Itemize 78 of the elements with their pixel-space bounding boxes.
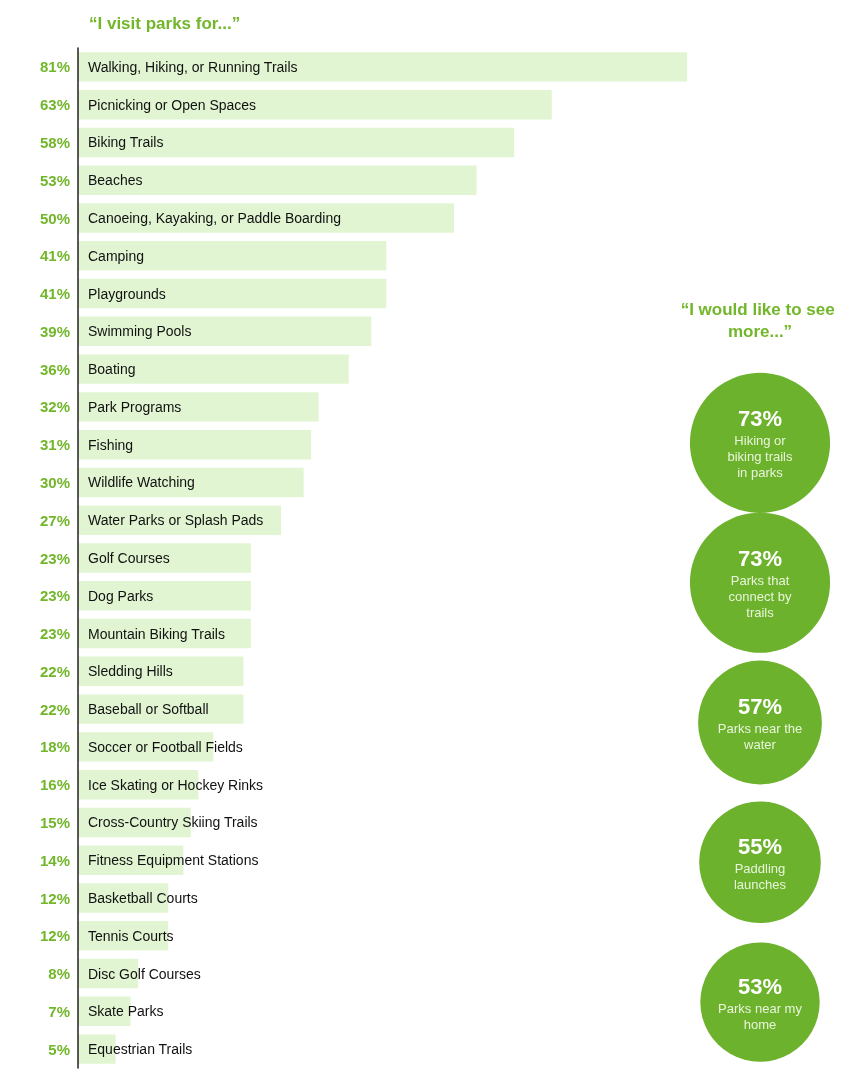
bar bbox=[78, 354, 349, 384]
data-label: 63% bbox=[39, 96, 70, 114]
data-label: 15% bbox=[39, 813, 70, 831]
data-label: 36% bbox=[39, 360, 70, 378]
data-label: 23% bbox=[39, 587, 70, 605]
data-label: 18% bbox=[39, 738, 70, 756]
y-tick-label: Golf Courses bbox=[88, 550, 170, 566]
data-label: 7% bbox=[48, 1002, 70, 1020]
data-label: 53% bbox=[737, 973, 783, 999]
data-label: 22% bbox=[39, 662, 70, 680]
data-label: 16% bbox=[39, 776, 70, 794]
bar bbox=[78, 543, 251, 573]
bar bbox=[78, 581, 251, 611]
y-tick-label: Tennis Courts bbox=[88, 927, 174, 944]
data-label: 50% bbox=[39, 209, 70, 227]
y-tick-label: Disc Golf Courses bbox=[88, 965, 201, 982]
data-label: 41% bbox=[39, 285, 70, 303]
y-tick-label: Water Parks or Splash Pads bbox=[88, 512, 264, 529]
data-label: 5% bbox=[48, 1040, 70, 1058]
bar bbox=[78, 429, 312, 460]
data-label: 55% bbox=[737, 833, 783, 859]
y-tick-label: Boating bbox=[88, 361, 136, 378]
data-label: 22% bbox=[39, 700, 70, 718]
data-label: 41% bbox=[39, 247, 70, 265]
bar bbox=[78, 392, 319, 422]
bar bbox=[78, 278, 387, 309]
y-tick-label: Equestrian Trails bbox=[88, 1041, 193, 1058]
y-tick-label: Dog Parks bbox=[88, 587, 154, 604]
category-label: Hiking or biking trails in parks bbox=[727, 433, 794, 481]
data-label: 12% bbox=[39, 927, 70, 945]
bar bbox=[78, 89, 552, 120]
y-tick-label: Wildlife Watching bbox=[88, 474, 195, 491]
y-tick-label: Playgrounds bbox=[88, 285, 166, 302]
bar bbox=[78, 241, 387, 271]
data-label: 31% bbox=[39, 436, 70, 454]
y-tick-label: Mountain Biking Trails bbox=[88, 625, 225, 642]
bar bbox=[78, 52, 688, 82]
data-label: 58% bbox=[39, 133, 70, 151]
data-label: 12% bbox=[39, 889, 70, 907]
y-tick-label: Skate Parks bbox=[88, 1003, 164, 1020]
data-label: 81% bbox=[39, 58, 70, 76]
data-label: 27% bbox=[39, 511, 70, 529]
y-tick-label: Walking, Hiking, or Running Trails bbox=[88, 58, 298, 75]
y-tick-label: Biking Trails bbox=[88, 134, 164, 151]
y-tick-label: Cross-Country Skiing Trails bbox=[88, 814, 258, 831]
y-tick-label: Basketball Courts bbox=[88, 890, 198, 906]
chart-title: “I visit parks for...” bbox=[89, 14, 241, 33]
bar bbox=[78, 165, 477, 195]
data-label: 57% bbox=[737, 694, 783, 719]
data-label: 23% bbox=[39, 549, 70, 567]
data-label: 53% bbox=[39, 171, 70, 189]
category-label: Paddling launches bbox=[733, 860, 787, 892]
y-tick-label: Camping bbox=[88, 247, 145, 264]
data-label: 30% bbox=[39, 473, 70, 491]
category-label: Parks near the water bbox=[717, 721, 803, 752]
category-label: Parks that connect by trails bbox=[728, 573, 792, 621]
y-tick-label: Soccer or Football Fields bbox=[88, 738, 243, 755]
data-label: 23% bbox=[39, 625, 70, 643]
bar bbox=[78, 316, 372, 347]
y-tick-label: Picnicking or Open Spaces bbox=[88, 96, 257, 113]
data-label: 14% bbox=[39, 851, 70, 869]
data-label: 73% bbox=[737, 406, 783, 432]
category-label: Parks near my home bbox=[718, 1000, 803, 1032]
data-label: 39% bbox=[39, 322, 70, 340]
y-tick-label: Park Programs bbox=[88, 398, 182, 415]
text: “I would like to see more...” bbox=[680, 299, 840, 341]
y-tick-label: Swimming Pools bbox=[88, 323, 192, 340]
bar bbox=[78, 127, 515, 158]
y-tick-label: Fishing bbox=[88, 436, 134, 453]
data-label: 73% bbox=[737, 546, 783, 572]
y-tick-label: Ice Skating or Hockey Rinks bbox=[88, 776, 264, 793]
data-label: 8% bbox=[48, 965, 70, 983]
data-label: 32% bbox=[39, 398, 70, 416]
y-tick-label: Canoeing, Kayaking, or Paddle Boarding bbox=[88, 210, 341, 226]
y-tick-label: Sledding Hills bbox=[88, 663, 173, 680]
y-tick-label: Beaches bbox=[88, 172, 143, 189]
y-tick-label: Baseball or Softball bbox=[88, 701, 209, 718]
y-tick-label: Fitness Equipment Stations bbox=[88, 852, 259, 869]
